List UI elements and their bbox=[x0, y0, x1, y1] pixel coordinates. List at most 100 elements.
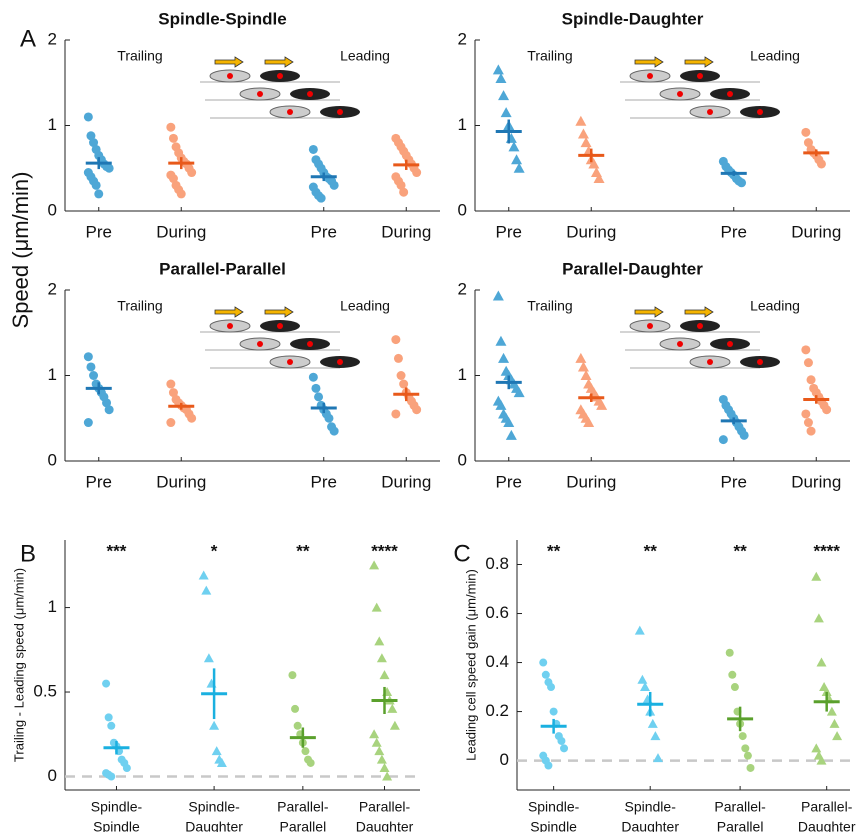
data-point bbox=[293, 721, 302, 730]
chart-title: Spindle-Spindle bbox=[158, 9, 286, 28]
data-point bbox=[718, 435, 728, 445]
data-point bbox=[288, 671, 297, 680]
data-point bbox=[580, 370, 592, 380]
data-point bbox=[637, 674, 648, 684]
nucleus bbox=[337, 109, 343, 115]
data-point bbox=[389, 720, 400, 730]
cell-inset bbox=[620, 306, 780, 369]
data-point bbox=[728, 670, 737, 679]
data-point bbox=[816, 657, 827, 667]
x-tick-label: During bbox=[791, 472, 841, 491]
data-point bbox=[107, 721, 116, 730]
x-tick-label: Pre bbox=[496, 222, 522, 241]
data-point bbox=[122, 764, 131, 773]
x-tick-label: Spindle- bbox=[91, 799, 143, 815]
x-tick-label: Pre bbox=[86, 222, 112, 241]
data-point bbox=[539, 658, 548, 667]
data-point bbox=[650, 731, 661, 741]
data-point bbox=[83, 352, 93, 362]
x-tick-label: Daughter bbox=[185, 819, 243, 832]
x-tick-label: Pre bbox=[721, 472, 747, 491]
x-tick-label: Parallel- bbox=[714, 799, 766, 815]
data-point bbox=[811, 571, 822, 581]
data-point bbox=[176, 189, 186, 199]
nucleus bbox=[307, 341, 313, 347]
y-axis-label: Trailing - Leading speed (μm/min) bbox=[11, 568, 26, 762]
x-tick-label: Daughter bbox=[798, 819, 856, 832]
group-label: Leading bbox=[750, 48, 800, 64]
data-point bbox=[94, 189, 104, 199]
data-point bbox=[513, 162, 525, 173]
data-point bbox=[316, 193, 326, 203]
significance-label: ** bbox=[547, 541, 561, 560]
data-point bbox=[498, 90, 510, 101]
data-point bbox=[324, 413, 334, 423]
y-tick-label: 0.6 bbox=[485, 603, 509, 622]
group-label: Trailing bbox=[527, 298, 572, 314]
data-point bbox=[653, 753, 663, 763]
significance-label: *** bbox=[107, 541, 127, 560]
data-point bbox=[314, 392, 324, 402]
x-tick-label: Daughter bbox=[356, 819, 414, 832]
data-point bbox=[107, 772, 116, 781]
nucleus bbox=[697, 323, 703, 329]
x-tick-label: Parallel bbox=[717, 819, 764, 832]
x-tick-label: Daughter bbox=[621, 819, 679, 832]
data-point bbox=[166, 122, 176, 132]
data-point bbox=[580, 137, 592, 148]
x-tick-label: Spindle bbox=[93, 819, 140, 832]
direction-arrow bbox=[214, 306, 244, 318]
x-tick-label: Spindle- bbox=[625, 799, 677, 815]
x-tick-label: Spindle- bbox=[188, 799, 240, 815]
data-point bbox=[801, 345, 811, 355]
x-tick-label: Pre bbox=[496, 472, 522, 491]
data-point bbox=[83, 418, 93, 428]
direction-arrow bbox=[684, 56, 714, 68]
data-point bbox=[104, 163, 114, 173]
data-point bbox=[495, 335, 507, 346]
data-point bbox=[588, 158, 600, 169]
data-point bbox=[816, 159, 826, 169]
y-tick-label: 0.2 bbox=[485, 701, 509, 720]
panel-label: A bbox=[20, 25, 36, 52]
y-tick-label: 1 bbox=[458, 365, 467, 384]
x-tick-label: Parallel- bbox=[801, 799, 853, 815]
data-point bbox=[560, 744, 569, 753]
nucleus bbox=[727, 91, 733, 97]
data-point bbox=[495, 399, 507, 410]
data-point bbox=[374, 746, 385, 756]
nucleus bbox=[227, 73, 233, 79]
chart-title: Parallel-Daughter bbox=[562, 259, 703, 278]
y-axis-label: Speed (μm/min) bbox=[8, 172, 33, 329]
nucleus bbox=[727, 341, 733, 347]
data-point bbox=[187, 413, 197, 423]
significance-label: ** bbox=[733, 541, 747, 560]
direction-arrow bbox=[684, 306, 714, 318]
nucleus bbox=[707, 109, 713, 115]
data-point bbox=[596, 399, 608, 410]
nucleus bbox=[277, 73, 283, 79]
x-tick-label: Parallel- bbox=[277, 799, 329, 815]
data-point bbox=[640, 682, 650, 692]
data-point bbox=[393, 353, 403, 363]
direction-arrow bbox=[214, 56, 244, 68]
data-point bbox=[311, 383, 321, 393]
data-point bbox=[102, 398, 112, 408]
direction-arrow bbox=[264, 56, 294, 68]
data-point bbox=[399, 379, 409, 389]
panel-label: B bbox=[20, 540, 36, 567]
data-point bbox=[801, 127, 811, 137]
data-point bbox=[198, 570, 209, 580]
data-point bbox=[549, 707, 558, 716]
data-point bbox=[89, 371, 99, 380]
data-point bbox=[301, 747, 310, 756]
data-point bbox=[801, 409, 811, 419]
nucleus bbox=[257, 341, 263, 347]
data-point bbox=[575, 115, 587, 126]
data-point bbox=[376, 653, 387, 663]
data-point bbox=[803, 418, 813, 428]
y-axis-label: Leading cell speed gain (μm/min) bbox=[463, 569, 478, 761]
x-tick-label: During bbox=[791, 222, 841, 241]
data-point bbox=[396, 371, 406, 380]
data-point bbox=[575, 352, 587, 363]
